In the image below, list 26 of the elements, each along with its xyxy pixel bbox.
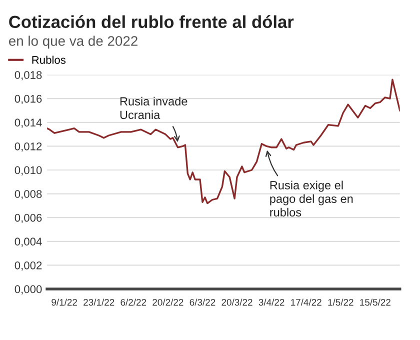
chart-title: Cotización del rublo frente al dólar (9, 15, 294, 28)
x-tick-label: 6/3/22 (190, 298, 216, 306)
x-tick-label: 1/5/22 (328, 298, 354, 306)
y-tick-label: 0,016 (14, 94, 42, 104)
legend-label: Rublos (32, 56, 66, 64)
x-tick-label: 6/2/22 (120, 298, 146, 306)
y-tick-label: 0,014 (14, 118, 42, 128)
y-tick-label: 0,018 (14, 71, 42, 80)
y-tick-label: 0,006 (14, 214, 42, 224)
y-tick-label: 0,004 (14, 238, 42, 247)
x-tick-label: 15/5/22 (360, 298, 390, 306)
x-tick-label: 17/4/22 (291, 298, 322, 306)
y-tick-label: 0,002 (14, 261, 42, 271)
annotation: Rusia exige el pago del gas en rublos (270, 180, 353, 217)
y-tick-label: 0,012 (14, 142, 42, 152)
x-tick-label: 20/3/22 (222, 298, 252, 306)
y-tick-label: 0,010 (14, 166, 42, 176)
x-tick-label: 9/1/22 (52, 298, 77, 306)
x-tick-label: 20/2/22 (152, 298, 184, 306)
chart-subtitle: en lo que va de 2022 (8, 36, 138, 49)
x-tick-label: 23/1/22 (84, 298, 114, 306)
x-tick-label: 3/4/22 (258, 298, 284, 306)
y-tick-label: 0,008 (14, 190, 42, 200)
annotation: Rusia invade Ucrania (120, 96, 188, 120)
y-tick-label: 0,000 (14, 285, 42, 294)
line-series (47, 78, 400, 204)
